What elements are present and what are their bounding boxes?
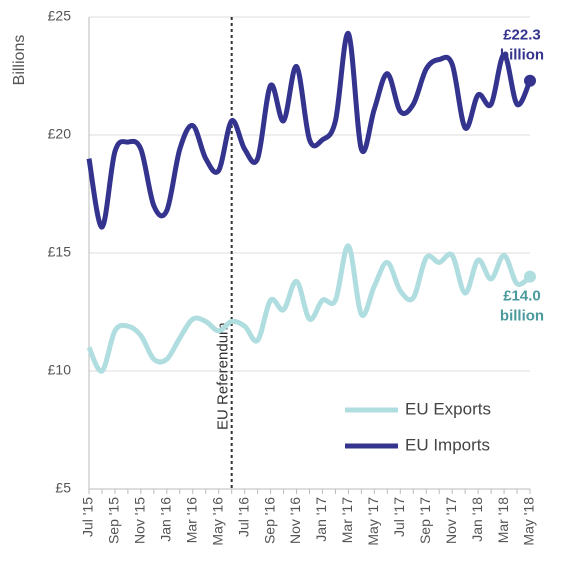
y-tick-label: £25 (48, 8, 72, 24)
end-dot (524, 270, 536, 283)
value-label-line: billion (500, 47, 544, 64)
x-tick-label: Jan '16 (158, 497, 174, 542)
series-line (86, 243, 532, 374)
series-line (86, 31, 533, 230)
x-tick-label: Nov '16 (287, 497, 303, 544)
x-tick-label: May '16 (209, 497, 225, 546)
legend-label: EU Imports (405, 435, 490, 454)
y-axis-label: Billions (11, 35, 28, 86)
x-tick-label: Jul '17 (391, 497, 407, 537)
x-tick-label: Jul '16 (235, 497, 251, 537)
x-tick-label: Jan '18 (469, 497, 485, 542)
legend-label: EU Exports (405, 399, 491, 418)
value-label-line: billion (500, 308, 544, 325)
x-tick-label: Nov '17 (443, 497, 459, 544)
value-label: £22.3 billion (500, 27, 544, 64)
x-tick-label: Mar '16 (183, 497, 199, 543)
value-label-line: £14.0 (503, 288, 541, 305)
y-tick-label: £20 (48, 126, 72, 142)
y-tick-label: £10 (48, 362, 72, 378)
x-tick-label: Sep '15 (106, 497, 122, 544)
x-tick-label: May '17 (365, 497, 381, 546)
x-tick-label: Sep '17 (417, 497, 433, 544)
y-tick-label: £15 (48, 244, 72, 260)
value-label-line: £22.3 (503, 27, 541, 44)
referendum-label: EU Referendum (215, 322, 232, 430)
x-tick-label: May '18 (521, 497, 537, 546)
x-tick-label: Mar '18 (495, 497, 511, 543)
x-tick-label: Nov '15 (132, 497, 148, 544)
x-tick-label: Mar '17 (339, 497, 355, 543)
y-tick-label: £5 (55, 480, 71, 496)
value-label: £14.0 billion (500, 288, 544, 325)
x-tick-label: Jan '17 (313, 497, 329, 542)
x-tick-label: Jul '15 (80, 497, 96, 537)
end-dot (524, 74, 536, 87)
x-tick-label: Sep '16 (261, 497, 277, 544)
